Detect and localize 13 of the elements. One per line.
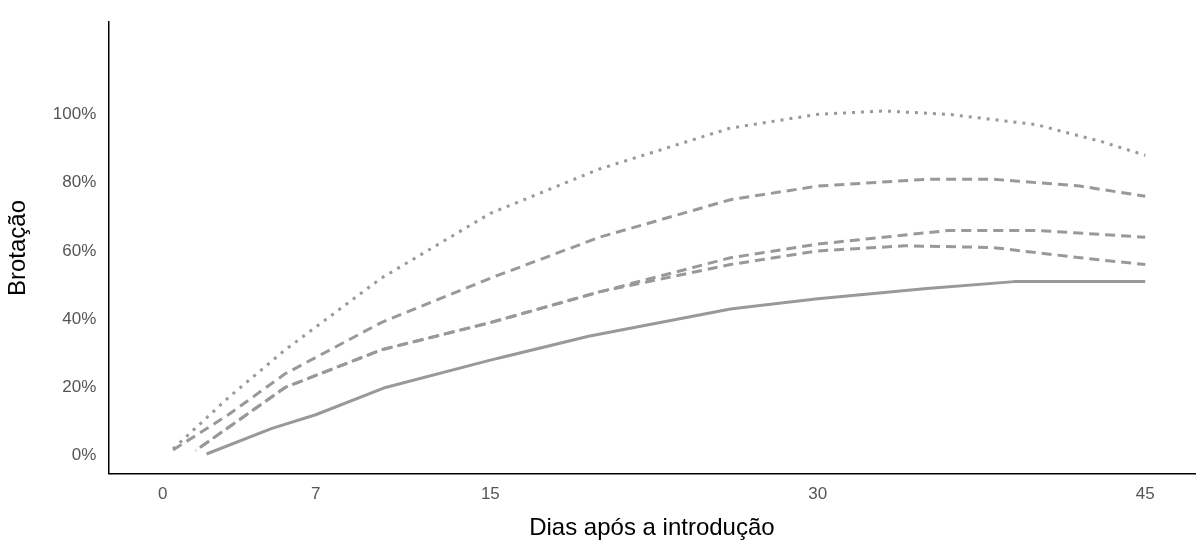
y-tick-label: 80% [62,172,97,192]
y-tick-label: 40% [62,308,97,328]
x-tick-label: 30 [808,483,828,503]
y-tick-label: 60% [62,240,97,260]
x-tick-label: 7 [310,483,321,503]
y-tick-label: 100% [52,104,97,124]
x-tick-label: 45 [1135,483,1155,503]
y-tick-label: 20% [62,377,97,397]
x-axis-title: Dias após a introdução [529,513,775,541]
y-tick-label: 0% [71,445,97,465]
x-tick-label: 0 [158,483,168,503]
x-tick-label: 15 [480,483,500,503]
y-axis-title: Brotação [3,199,31,297]
